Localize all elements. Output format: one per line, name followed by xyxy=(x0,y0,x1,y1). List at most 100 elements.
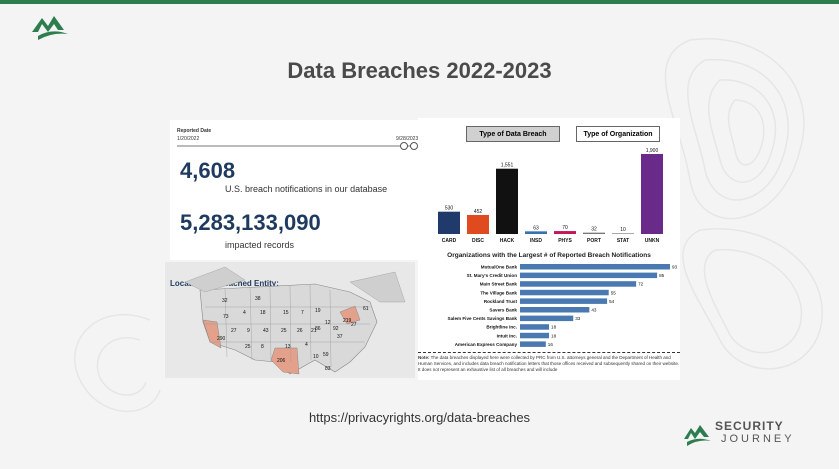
map-label: 19 xyxy=(315,308,321,314)
brand-line1: SECURITY xyxy=(715,419,784,433)
org-value-label: 93 xyxy=(672,265,678,270)
map-label: 21 xyxy=(311,328,317,334)
org-category-label: American Express Company xyxy=(455,342,518,347)
bar-category-label: DISC xyxy=(472,238,484,244)
org-category-label: St. Mary's Credit Union xyxy=(467,273,518,278)
tab-type-of-data-breach[interactable]: Type of Data Breach xyxy=(466,126,560,142)
tab-type-of-organization[interactable]: Type of Organization xyxy=(576,126,660,142)
org-value-label: 43 xyxy=(591,308,597,313)
org-bar xyxy=(520,264,670,270)
org-category-label: Intuit Inc. xyxy=(497,333,517,338)
brand-logo: SECURITY JOURNEY xyxy=(683,419,813,449)
slider-handle-end[interactable] xyxy=(410,142,418,150)
map-label: 12 xyxy=(325,320,331,326)
bar-insd xyxy=(525,231,547,234)
org-bar xyxy=(520,289,609,296)
charts-panel: Type of Data Breach Type of Organization… xyxy=(418,118,680,380)
org-category-label: Salem Five Cents Savings Bank xyxy=(448,316,518,321)
breach-type-bar-chart: 530 CARD 452 DISC 1,551 HACK 63 INSD 70 PHYS 32 POR… xyxy=(438,148,663,244)
bar-value-label: 70 xyxy=(562,225,568,231)
breach-location-map[interactable]: Location of Breached Entity: 32387341815… xyxy=(165,262,415,378)
bar-port xyxy=(583,232,605,234)
bar-value-label: 32 xyxy=(591,227,597,233)
map-label: 290 xyxy=(217,336,226,342)
map-label: 26 xyxy=(297,328,303,334)
bar-unkn xyxy=(641,154,663,234)
org-bar xyxy=(520,324,550,330)
map-label: 61 xyxy=(363,306,369,312)
org-category-label: Rockland Trust xyxy=(484,299,518,304)
map-label: 59 xyxy=(323,352,329,358)
map-label: 4 xyxy=(243,310,246,316)
stats-panel: Reported Date 1/20/2022 9/28/2023 4,608 … xyxy=(170,120,420,260)
breach-count-label: U.S. breach notifications in our databas… xyxy=(225,184,388,194)
bar-value-label: 63 xyxy=(533,225,539,231)
map-label: 219 xyxy=(343,318,352,324)
source-url-link[interactable]: https://privacyrights.org/data-breaches xyxy=(308,410,531,425)
bar-disc xyxy=(467,214,489,234)
org-bar xyxy=(520,315,574,322)
bar-category-label: UNKN xyxy=(645,238,660,244)
bar-category-label: PHYS xyxy=(558,238,572,244)
map-label: 4 xyxy=(305,342,308,348)
security-journey-logo-icon xyxy=(32,16,68,40)
org-category-label: Main Street Bank xyxy=(480,282,518,287)
impacted-records-label: impacted records xyxy=(225,240,295,250)
org-bar xyxy=(520,307,590,313)
org-value-label: 54 xyxy=(609,299,615,304)
org-category-label: Brightline Inc. xyxy=(486,325,517,330)
bar-value-label: 530 xyxy=(445,206,454,212)
bar-category-label: HACK xyxy=(500,238,515,244)
map-label: 9 xyxy=(247,328,250,334)
org-bar xyxy=(520,272,658,279)
data-note: Note: The data breaches displayed here w… xyxy=(418,352,680,383)
top-accent-bar xyxy=(0,0,839,4)
organizations-bar-chart: MutualOne Bank 93 St. Mary's Credit Union 8… xyxy=(448,264,678,347)
map-label: 8 xyxy=(261,344,264,350)
map-label: 25 xyxy=(281,328,287,334)
org-value-label: 18 xyxy=(551,325,557,330)
bar-value-label: 1,551 xyxy=(501,163,514,169)
bar-stat xyxy=(612,233,634,234)
map-label: 86 xyxy=(315,326,321,332)
us-states-map xyxy=(184,266,406,375)
org-value-label: 85 xyxy=(659,273,665,278)
org-bar xyxy=(520,281,637,287)
map-label: 83 xyxy=(325,366,331,372)
org-value-label: 16 xyxy=(548,342,554,347)
impacted-records: 5,283,133,090 xyxy=(180,210,321,235)
bar-category-label: PORT xyxy=(587,238,601,244)
bar-value-label: 10 xyxy=(620,227,626,233)
bar-category-label: CARD xyxy=(442,238,457,244)
map-label: 38 xyxy=(255,296,261,302)
slider-handle-start[interactable] xyxy=(400,142,408,150)
date-start: 1/20/2022 xyxy=(177,136,200,142)
map-label: 27 xyxy=(231,328,237,334)
org-category-label: MutualOne Bank xyxy=(481,265,518,270)
map-label: 18 xyxy=(260,310,266,316)
date-range-slider[interactable] xyxy=(177,142,418,150)
bar-phys xyxy=(554,231,576,234)
org-value-label: 72 xyxy=(638,282,644,287)
breach-count: 4,608 xyxy=(180,158,236,183)
map-label: 15 xyxy=(283,310,289,316)
map-label: 37 xyxy=(337,334,343,340)
bar-hack xyxy=(496,168,518,234)
map-label: 32 xyxy=(222,298,228,304)
date-end: 9/28/2023 xyxy=(396,136,419,142)
org-value-label: 18 xyxy=(551,333,557,338)
map-label: 13 xyxy=(285,344,291,350)
org-bar xyxy=(520,332,550,339)
map-label: 206 xyxy=(277,358,286,364)
note-bold-label: Note: xyxy=(418,355,430,360)
map-label: 10 xyxy=(313,354,319,360)
map-label: 7 xyxy=(301,310,304,316)
orgs-chart-title: Organizations with the Largest # of Repo… xyxy=(447,252,651,259)
bar-value-label: 452 xyxy=(474,209,483,215)
map-label: 43 xyxy=(263,328,269,334)
org-value-label: 33 xyxy=(575,316,581,321)
org-bar xyxy=(520,298,608,304)
bar-category-label: INSD xyxy=(530,238,542,244)
org-category-label: The Village Bank xyxy=(480,290,517,295)
